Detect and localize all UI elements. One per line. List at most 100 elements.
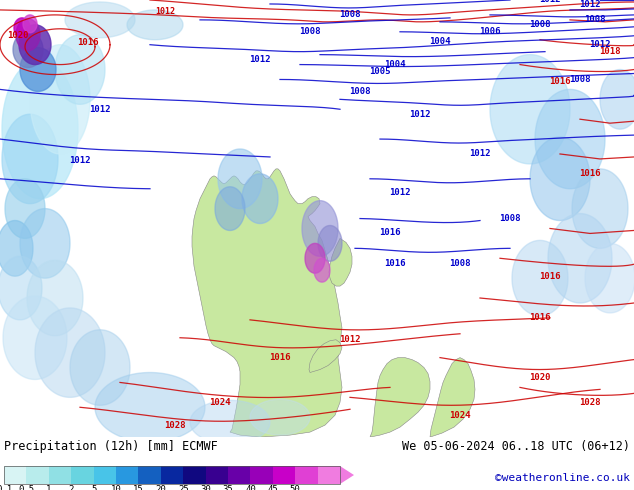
Text: ©weatheronline.co.uk: ©weatheronline.co.uk <box>495 473 630 483</box>
Text: 1016: 1016 <box>269 353 291 362</box>
Polygon shape <box>35 308 105 397</box>
Text: 1016: 1016 <box>384 259 406 268</box>
Polygon shape <box>490 55 570 164</box>
Text: 20: 20 <box>155 485 166 490</box>
Text: 1: 1 <box>46 485 51 490</box>
Text: 40: 40 <box>245 485 256 490</box>
Text: 25: 25 <box>178 485 188 490</box>
Text: 1008: 1008 <box>529 20 551 29</box>
Bar <box>250 466 273 484</box>
Text: 45: 45 <box>268 485 278 490</box>
Text: 1020: 1020 <box>529 373 551 382</box>
Bar <box>228 466 250 484</box>
Polygon shape <box>0 220 33 276</box>
Bar <box>4 466 27 484</box>
Bar <box>94 466 116 484</box>
Polygon shape <box>23 15 37 33</box>
Bar <box>116 466 138 484</box>
Text: 1008: 1008 <box>339 10 361 20</box>
Text: 1028: 1028 <box>164 420 186 430</box>
Text: 1024: 1024 <box>450 411 471 420</box>
Polygon shape <box>3 296 67 379</box>
Polygon shape <box>192 169 342 437</box>
Text: 10: 10 <box>110 485 121 490</box>
Bar <box>71 466 94 484</box>
Text: 1012: 1012 <box>589 40 611 49</box>
Text: 15: 15 <box>133 485 144 490</box>
Text: 1012: 1012 <box>469 149 491 158</box>
Text: 2: 2 <box>68 485 74 490</box>
Text: 1012: 1012 <box>89 105 111 114</box>
Polygon shape <box>250 399 310 435</box>
Polygon shape <box>512 241 568 316</box>
Text: 5: 5 <box>91 485 96 490</box>
Text: 1008: 1008 <box>569 75 591 84</box>
Text: 1018: 1018 <box>599 47 621 56</box>
Text: 1016: 1016 <box>77 38 99 47</box>
Text: 1016: 1016 <box>549 77 571 86</box>
Polygon shape <box>13 32 43 68</box>
Polygon shape <box>585 244 634 313</box>
Text: 1012: 1012 <box>249 55 271 64</box>
Text: 1005: 1005 <box>369 67 391 76</box>
Text: 1012: 1012 <box>410 110 430 119</box>
Text: 1008: 1008 <box>349 87 371 96</box>
Bar <box>205 466 228 484</box>
Polygon shape <box>314 258 330 282</box>
Polygon shape <box>305 244 325 273</box>
Text: 50: 50 <box>290 485 301 490</box>
Text: 1012: 1012 <box>579 0 601 9</box>
Text: 1008: 1008 <box>585 15 605 24</box>
Polygon shape <box>20 209 70 278</box>
Text: 30: 30 <box>200 485 211 490</box>
Text: 1004: 1004 <box>384 60 406 69</box>
Text: 1016: 1016 <box>540 271 560 281</box>
Text: 1012: 1012 <box>389 188 411 197</box>
Polygon shape <box>5 179 45 239</box>
Polygon shape <box>0 256 42 320</box>
Polygon shape <box>70 330 130 405</box>
Polygon shape <box>430 358 475 437</box>
Polygon shape <box>55 35 105 104</box>
Text: 1024: 1024 <box>209 398 231 407</box>
Text: Precipitation (12h) [mm] ECMWF: Precipitation (12h) [mm] ECMWF <box>4 440 217 453</box>
Text: 1012: 1012 <box>339 335 361 344</box>
Text: 1008: 1008 <box>299 27 321 36</box>
Polygon shape <box>329 239 352 286</box>
Bar <box>49 466 71 484</box>
Polygon shape <box>20 48 56 92</box>
Text: 1012: 1012 <box>540 0 560 4</box>
Polygon shape <box>600 70 634 129</box>
Polygon shape <box>27 260 83 336</box>
Text: 1008: 1008 <box>499 214 521 223</box>
Polygon shape <box>572 169 628 248</box>
Text: 0.5: 0.5 <box>18 485 34 490</box>
Polygon shape <box>309 340 342 372</box>
Polygon shape <box>318 225 342 261</box>
Text: 1006: 1006 <box>479 27 501 36</box>
Polygon shape <box>215 187 245 230</box>
Polygon shape <box>65 2 135 38</box>
Polygon shape <box>242 174 278 223</box>
Polygon shape <box>302 201 338 256</box>
Polygon shape <box>190 400 270 444</box>
Polygon shape <box>95 372 205 442</box>
Polygon shape <box>535 89 605 189</box>
Polygon shape <box>127 10 183 40</box>
Polygon shape <box>530 137 590 220</box>
Polygon shape <box>2 114 58 204</box>
Bar <box>161 466 183 484</box>
Bar <box>138 466 161 484</box>
Bar <box>183 466 205 484</box>
Polygon shape <box>14 18 30 38</box>
Text: 1016: 1016 <box>379 228 401 237</box>
Text: 1016: 1016 <box>529 314 551 322</box>
Text: 1016: 1016 <box>579 170 601 178</box>
Bar <box>27 466 49 484</box>
Text: We 05-06-2024 06..18 UTC (06+12): We 05-06-2024 06..18 UTC (06+12) <box>402 440 630 453</box>
Polygon shape <box>218 149 262 209</box>
Polygon shape <box>30 45 90 154</box>
Text: 1020: 1020 <box>7 31 29 40</box>
Polygon shape <box>370 358 430 437</box>
Text: 0.1: 0.1 <box>0 485 12 490</box>
